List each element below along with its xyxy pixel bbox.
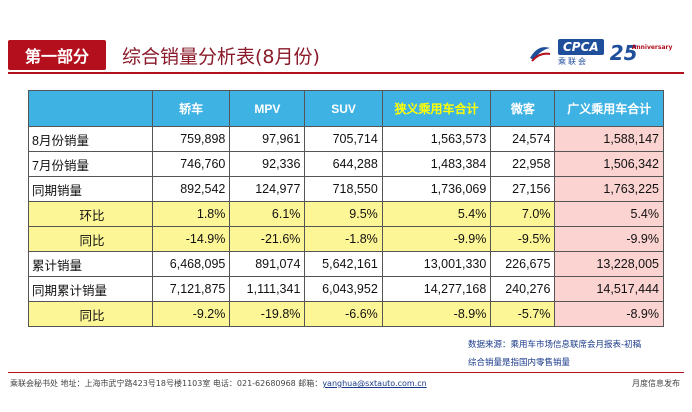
table-cell: 6,468,095 (151, 251, 231, 277)
definition-note: 综合销量是指国内零售销量 (468, 358, 571, 368)
table-row: 同比 -14.9% -21.6% -1.8% -9.9% -9.5% -9.9% (28, 226, 664, 252)
table-cell: 24,574 (490, 126, 556, 152)
anniversary-number: 25 (609, 41, 638, 65)
table-cell: -8.9% (554, 301, 664, 327)
anniversary-label: Anniversary (631, 44, 673, 51)
table-cell: 92,336 (229, 151, 306, 177)
table-row: 同比 -9.2% -19.8% -6.6% -8.9% -5.7% -8.9% (28, 301, 664, 327)
table-corner-cell (28, 90, 153, 127)
header-divider (8, 72, 684, 74)
table-row: 8月份销量 759,898 97,961 705,714 1,563,573 2… (28, 126, 664, 152)
column-header-sedan: 轿车 (151, 90, 231, 127)
table-cell: 5.4% (554, 201, 664, 227)
column-header-suv: SUV (304, 90, 383, 127)
table-cell: 7,121,875 (151, 276, 231, 302)
table-row: 7月份销量 746,760 92,336 644,288 1,483,384 2… (28, 151, 664, 177)
page-header: 第一部分 综合销量分析表(8月份) CPCA 乘联会 25 Anniversar… (0, 0, 692, 78)
table-cell: 6,043,952 (304, 276, 383, 302)
table-cell: 240,276 (490, 276, 556, 302)
cpca-logo-text: CPCA (558, 39, 604, 55)
table-row: 环比 1.8% 6.1% 9.5% 5.4% 7.0% 5.4% (28, 201, 664, 227)
footer-divider (8, 372, 684, 373)
table-cell: 6.1% (229, 201, 306, 227)
column-header-mpv: MPV (229, 90, 306, 127)
table-cell: -14.9% (151, 226, 231, 252)
table-cell: 124,977 (229, 176, 306, 202)
table-cell: 1,506,342 (554, 151, 664, 177)
column-header-minivan: 微客 (490, 90, 556, 127)
row-label: 同比 (28, 301, 153, 327)
table-cell: 1,736,069 (381, 176, 492, 202)
table-cell: -9.2% (151, 301, 231, 327)
table-row: 同期销量 892,542 124,977 718,550 1,736,069 2… (28, 176, 664, 202)
page-title: 综合销量分析表(8月份) (122, 46, 320, 68)
row-label: 同期累计销量 (28, 276, 153, 302)
section-tag: 第一部分 (8, 40, 106, 70)
table-cell: 1,111,341 (229, 276, 306, 302)
table-cell: -1.8% (304, 226, 383, 252)
row-label: 累计销量 (28, 251, 153, 277)
table-cell: 5,642,161 (304, 251, 383, 277)
table-cell: 644,288 (304, 151, 383, 177)
table-cell: 13,001,330 (381, 251, 492, 277)
footer-email-link[interactable]: yanghua@sxtauto.com.cn (322, 379, 427, 388)
table-cell: 27,156 (490, 176, 556, 202)
table-cell: 892,542 (151, 176, 231, 202)
table-cell: 1,483,384 (381, 151, 492, 177)
table-cell: 1.8% (151, 201, 231, 227)
table-cell: 746,760 (151, 151, 231, 177)
table-cell: -8.9% (381, 301, 492, 327)
table-cell: 718,550 (304, 176, 383, 202)
anniversary-logo: 25 Anniversary (609, 41, 673, 65)
data-source-note: 数据来源：乘用车市场信息联席会月报表-初稿 (468, 340, 642, 350)
row-label: 同比 (28, 226, 153, 252)
row-label: 8月份销量 (28, 126, 153, 152)
table-cell: 5.4% (381, 201, 492, 227)
footer-contact-text: 乘联会秘书处 地址：上海市武宁路423号18号楼1103室 电话：021-626… (10, 379, 323, 388)
table-cell: 891,074 (229, 251, 306, 277)
cpca-logo: CPCA 乘联会 (558, 39, 604, 67)
logo-area: CPCA 乘联会 25 Anniversary (528, 36, 684, 70)
table-cell: -19.8% (229, 301, 306, 327)
table-cell: 226,675 (490, 251, 556, 277)
table-cell: 14,277,168 (381, 276, 492, 302)
table-cell: 759,898 (151, 126, 231, 152)
table-row: 同期累计销量 7,121,875 1,111,341 6,043,952 14,… (28, 276, 664, 302)
footer-release-label: 月度信息发布 (632, 379, 680, 388)
row-label: 同期销量 (28, 176, 153, 202)
cpca-logo-cn: 乘联会 (558, 57, 588, 66)
column-header-narrow-total: 狭义乘用车合计 (381, 90, 492, 127)
table-row: 累计销量 6,468,095 891,074 5,642,161 13,001,… (28, 251, 664, 277)
footer-contact: 乘联会秘书处 地址：上海市武宁路423号18号楼1103室 电话：021-626… (10, 378, 427, 389)
table-cell: -9.5% (490, 226, 556, 252)
table-cell: 13,228,005 (554, 251, 664, 277)
row-label: 环比 (28, 201, 153, 227)
table-cell: 14,517,444 (554, 276, 664, 302)
table-cell: 97,961 (229, 126, 306, 152)
table-cell: 7.0% (490, 201, 556, 227)
table-cell: -6.6% (304, 301, 383, 327)
table-cell: 1,588,147 (554, 126, 664, 152)
table-cell: 705,714 (304, 126, 383, 152)
table-cell: 1,563,573 (381, 126, 492, 152)
table-header-row: 轿车 MPV SUV 狭义乘用车合计 微客 广义乘用车合计 (28, 90, 664, 127)
column-header-broad-total: 广义乘用车合计 (554, 90, 664, 127)
table-cell: -5.7% (490, 301, 556, 327)
table-cell: -9.9% (554, 226, 664, 252)
sales-table: 轿车 MPV SUV 狭义乘用车合计 微客 广义乘用车合计 8月份销量 759,… (28, 90, 664, 327)
table-cell: 9.5% (304, 201, 383, 227)
cpca-swoosh-logo (530, 47, 551, 62)
table-cell: 22,958 (490, 151, 556, 177)
table-cell: -9.9% (381, 226, 492, 252)
table-cell: 1,763,225 (554, 176, 664, 202)
row-label: 7月份销量 (28, 151, 153, 177)
table-cell: -21.6% (229, 226, 306, 252)
